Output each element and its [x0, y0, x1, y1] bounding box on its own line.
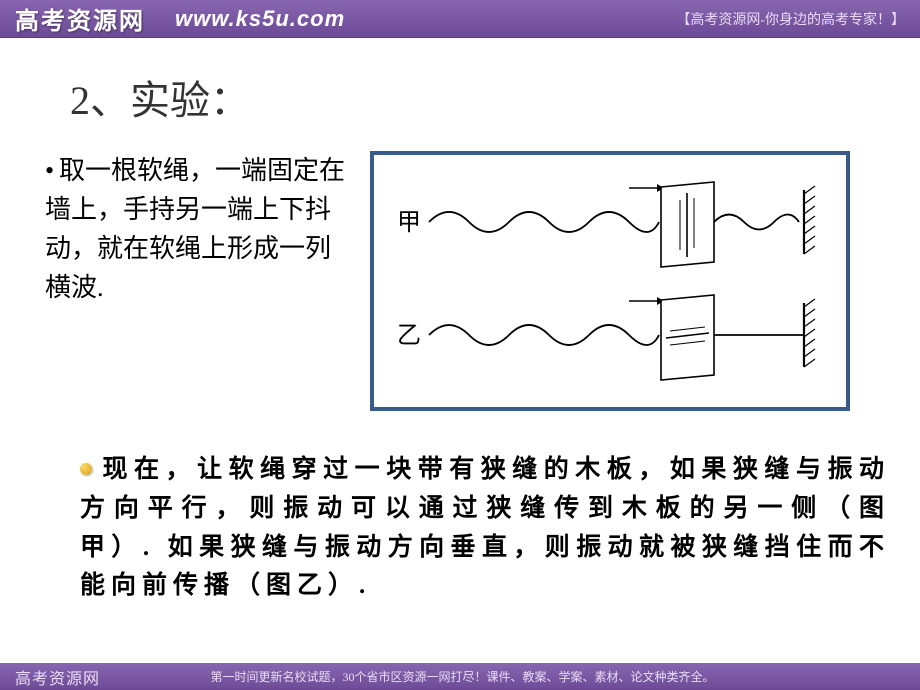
- paragraph-2-text: 现在，让软绳穿过一块带有狭缝的木板，如果狭缝与振动方向平行，则振动可以通过狭缝传…: [80, 456, 890, 599]
- section-title: 2、实验：: [70, 68, 880, 126]
- slide-content: 2、实验： •取一根软绳，一端固定在墙上，手持另一端上下抖动，就在软绳上形成一列…: [0, 38, 920, 606]
- diagram-container: 甲: [370, 151, 850, 411]
- diagram-label-b: 乙: [397, 323, 421, 349]
- footer-logo: 高考资源网: [15, 665, 100, 689]
- slit-horizontal: [661, 295, 714, 380]
- paragraph-2: 现在，让软绳穿过一块带有狭缝的木板，如果狭缝与振动方向平行，则振动可以通过狭缝传…: [80, 451, 890, 606]
- gold-bullet-icon: [80, 463, 92, 475]
- header-tagline: 【高考资源网-你身边的高考专家！】: [676, 9, 905, 29]
- diagram-label-a: 甲: [397, 210, 421, 236]
- paragraph-1-text: 取一根软绳，一端固定在墙上，手持另一端上下抖动，就在软绳上形成一列横波.: [45, 156, 345, 302]
- header-bar: 高考资源网 www.ks5u.com 【高考资源网-你身边的高考专家！】: [0, 0, 920, 38]
- wave-diagram: 甲: [389, 170, 839, 400]
- header-url: www.ks5u.com: [175, 6, 345, 32]
- bullet-dot: •: [45, 151, 59, 190]
- header-logo: 高考资源网: [15, 1, 145, 36]
- footer-bar: 高考资源网 第一时间更新名校试题，30个省市区资源一网打尽！课件、教案、学案、素…: [0, 663, 920, 690]
- footer-text: 第一时间更新名校试题，30个省市区资源一网打尽！课件、教案、学案、素材、论文种类…: [100, 668, 825, 685]
- upper-section: •取一根软绳，一端固定在墙上，手持另一端上下抖动，就在软绳上形成一列横波. 甲: [40, 151, 880, 411]
- paragraph-1: •取一根软绳，一端固定在墙上，手持另一端上下抖动，就在软绳上形成一列横波.: [45, 151, 355, 307]
- slit-vertical: [661, 182, 714, 267]
